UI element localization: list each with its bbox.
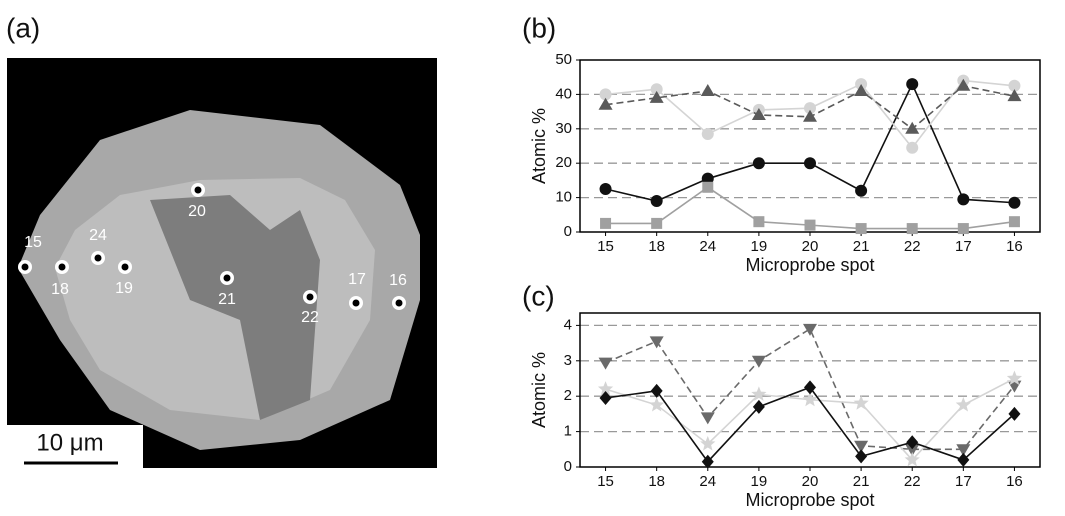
marker: [600, 391, 612, 405]
y-tick-label: 50: [555, 51, 572, 68]
spot-label: 19: [115, 280, 133, 297]
x-tick-label: 20: [802, 238, 819, 255]
x-tick-label: 21: [853, 238, 870, 255]
marker: [753, 216, 764, 227]
marker: [804, 157, 816, 169]
marker: [855, 185, 867, 197]
spot-dot: [95, 255, 102, 262]
y-tick-label: 3: [564, 352, 572, 369]
marker: [752, 356, 766, 368]
x-axis-title: Microprobe spot: [745, 255, 874, 275]
marker: [650, 336, 664, 348]
spot-label: 24: [89, 227, 107, 244]
spot-label: 17: [348, 271, 366, 288]
marker: [958, 223, 969, 234]
x-tick-label: 19: [751, 473, 768, 490]
spot-label: 18: [51, 281, 69, 298]
series-line: [606, 84, 1015, 203]
marker: [702, 182, 713, 193]
panel-label: (a): [6, 12, 40, 43]
marker: [599, 358, 613, 370]
marker: [854, 395, 869, 409]
panel-label: (c): [522, 280, 555, 311]
marker: [856, 223, 867, 234]
x-tick-label: 24: [699, 238, 716, 255]
x-tick-label: 18: [648, 473, 665, 490]
x-tick-label: 19: [751, 238, 768, 255]
marker: [701, 412, 715, 424]
y-tick-label: 4: [564, 316, 572, 333]
marker: [906, 142, 918, 154]
y-tick-label: 10: [555, 189, 572, 206]
x-tick-label: 22: [904, 473, 921, 490]
y-tick-label: 2: [564, 387, 572, 404]
spot-dot: [122, 264, 129, 271]
spot-dot: [224, 275, 231, 282]
spot-dot: [396, 300, 403, 307]
spot-label: 21: [218, 291, 236, 308]
marker: [905, 122, 919, 134]
spot-dot: [195, 187, 202, 194]
y-tick-label: 1: [564, 423, 572, 440]
marker: [907, 223, 918, 234]
x-tick-label: 18: [648, 238, 665, 255]
marker: [906, 78, 918, 90]
marker: [701, 84, 715, 96]
scale-bar-label: 10 μm: [36, 429, 103, 456]
x-tick-label: 16: [1006, 473, 1023, 490]
spot-dot: [307, 294, 314, 301]
y-tick-label: 0: [564, 458, 572, 475]
marker: [805, 220, 816, 231]
marker: [702, 128, 714, 140]
y-tick-label: 40: [555, 85, 572, 102]
y-axis-title: Atomic %: [529, 108, 549, 184]
x-tick-label: 15: [597, 473, 614, 490]
y-tick-label: 30: [555, 120, 572, 137]
marker: [753, 157, 765, 169]
marker: [1008, 407, 1020, 421]
x-tick-label: 17: [955, 238, 972, 255]
marker: [1009, 216, 1020, 227]
x-tick-label: 15: [597, 238, 614, 255]
spot-dot: [59, 264, 66, 271]
figure: (a) 151824192021221716 10 μm (b)01020304…: [0, 0, 1065, 516]
spot-dot: [353, 300, 360, 307]
marker: [651, 195, 663, 207]
spot-label: 15: [24, 234, 42, 251]
panel-label: (b): [522, 12, 556, 43]
marker: [600, 183, 612, 195]
y-axis-title: Atomic %: [529, 352, 549, 428]
y-tick-label: 20: [555, 154, 572, 171]
marker: [956, 397, 971, 411]
x-tick-label: 21: [853, 473, 870, 490]
x-tick-label: 17: [955, 473, 972, 490]
spot-label: 20: [188, 203, 206, 220]
spot-label: 22: [301, 309, 319, 326]
x-tick-label: 24: [699, 473, 716, 490]
marker: [957, 193, 969, 205]
x-tick-label: 16: [1006, 238, 1023, 255]
plot-frame: [580, 60, 1040, 232]
spot-dot: [22, 264, 29, 271]
marker: [1008, 197, 1020, 209]
x-tick-label: 22: [904, 238, 921, 255]
marker: [957, 453, 969, 467]
spot-label: 16: [389, 272, 407, 289]
x-tick-label: 20: [802, 473, 819, 490]
marker: [803, 324, 817, 336]
marker: [600, 218, 611, 229]
x-axis-title: Microprobe spot: [745, 490, 874, 510]
marker: [651, 218, 662, 229]
y-tick-label: 0: [564, 223, 572, 240]
